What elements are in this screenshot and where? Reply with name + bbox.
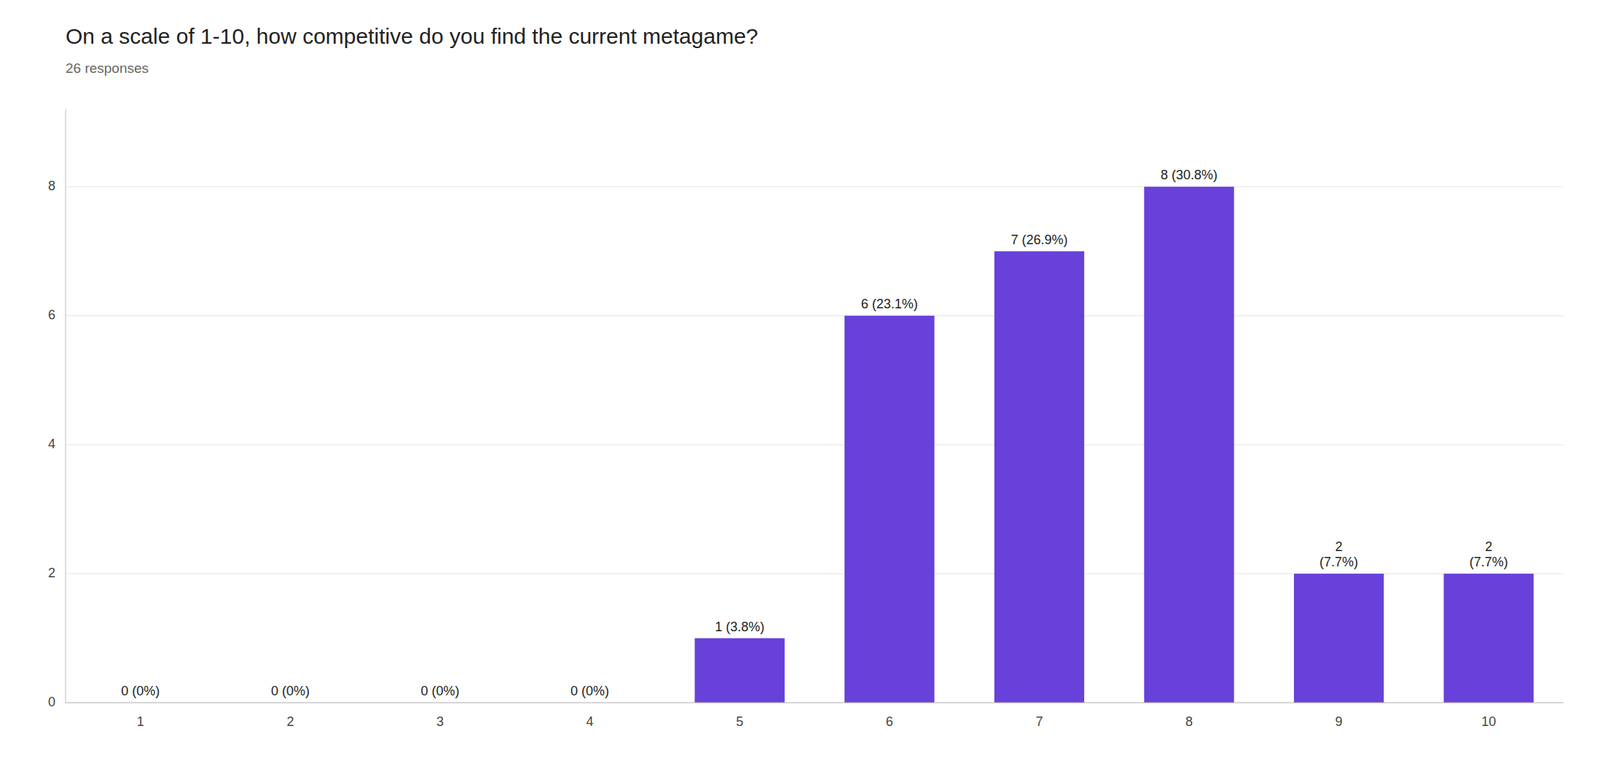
grid-line <box>65 315 1564 317</box>
x-tick-label: 3 <box>436 714 444 729</box>
subtitle: 26 responses <box>65 60 149 76</box>
title: On a scale of 1-10, how competitive do y… <box>65 24 759 49</box>
bar <box>844 315 935 703</box>
bar <box>1143 186 1234 703</box>
data-label: 8 (30.8%) <box>1160 167 1218 183</box>
x-tick-label: 2 <box>286 714 294 729</box>
data-label: 0 (0%) <box>120 683 160 698</box>
chart-container: On a scale of 1-10, how competitive do y… <box>0 0 1600 761</box>
bar <box>1444 573 1534 703</box>
data-label: 7 (26.9%) <box>1010 232 1068 247</box>
data-label: 0 (0%) <box>271 683 310 698</box>
grid-line <box>65 186 1564 188</box>
x-tick-label: 10 <box>1481 714 1496 729</box>
data-label: 6 (23.1%) <box>861 296 919 312</box>
bar <box>994 251 1085 703</box>
x-tick-label: 4 <box>586 714 594 729</box>
y-axis-line <box>65 109 67 703</box>
bar <box>695 638 785 703</box>
x-axis-line <box>65 702 1564 704</box>
x-tick-label: 9 <box>1335 714 1343 729</box>
grid-line <box>65 444 1564 446</box>
y-tick-label: 6 <box>48 307 56 323</box>
data-label: 0 (0%) <box>420 683 460 698</box>
data-label: 2(7.7%) <box>1319 539 1359 570</box>
data-labels: 0 (0%) 0 (0%) 0 (0%) 0 (0%) 1 (3.8%) 6 (23.1%… <box>120 167 1508 698</box>
chart-svg: On a scale of 1-10, how competitive do y… <box>0 0 1600 761</box>
bar <box>1293 573 1384 703</box>
grid-line <box>65 702 1564 704</box>
y-tick-label: 8 <box>48 178 56 194</box>
y-tick-label: 2 <box>48 565 56 580</box>
plot-area <box>65 186 1564 703</box>
bars <box>695 186 1534 703</box>
x-tick-label: 6 <box>885 714 894 729</box>
x-tick-label: 7 <box>1035 714 1043 729</box>
x-tick-label: 8 <box>1185 714 1193 729</box>
y-tick-label: 4 <box>48 436 56 452</box>
x-tick-label: 1 <box>136 714 145 729</box>
data-label: 0 (0%) <box>570 683 610 698</box>
data-label: 2(7.7%) <box>1469 539 1509 570</box>
x-tick-label: 5 <box>735 714 744 729</box>
data-label: 1 (3.8%) <box>714 619 765 634</box>
y-tick-label: 0 <box>48 694 56 709</box>
